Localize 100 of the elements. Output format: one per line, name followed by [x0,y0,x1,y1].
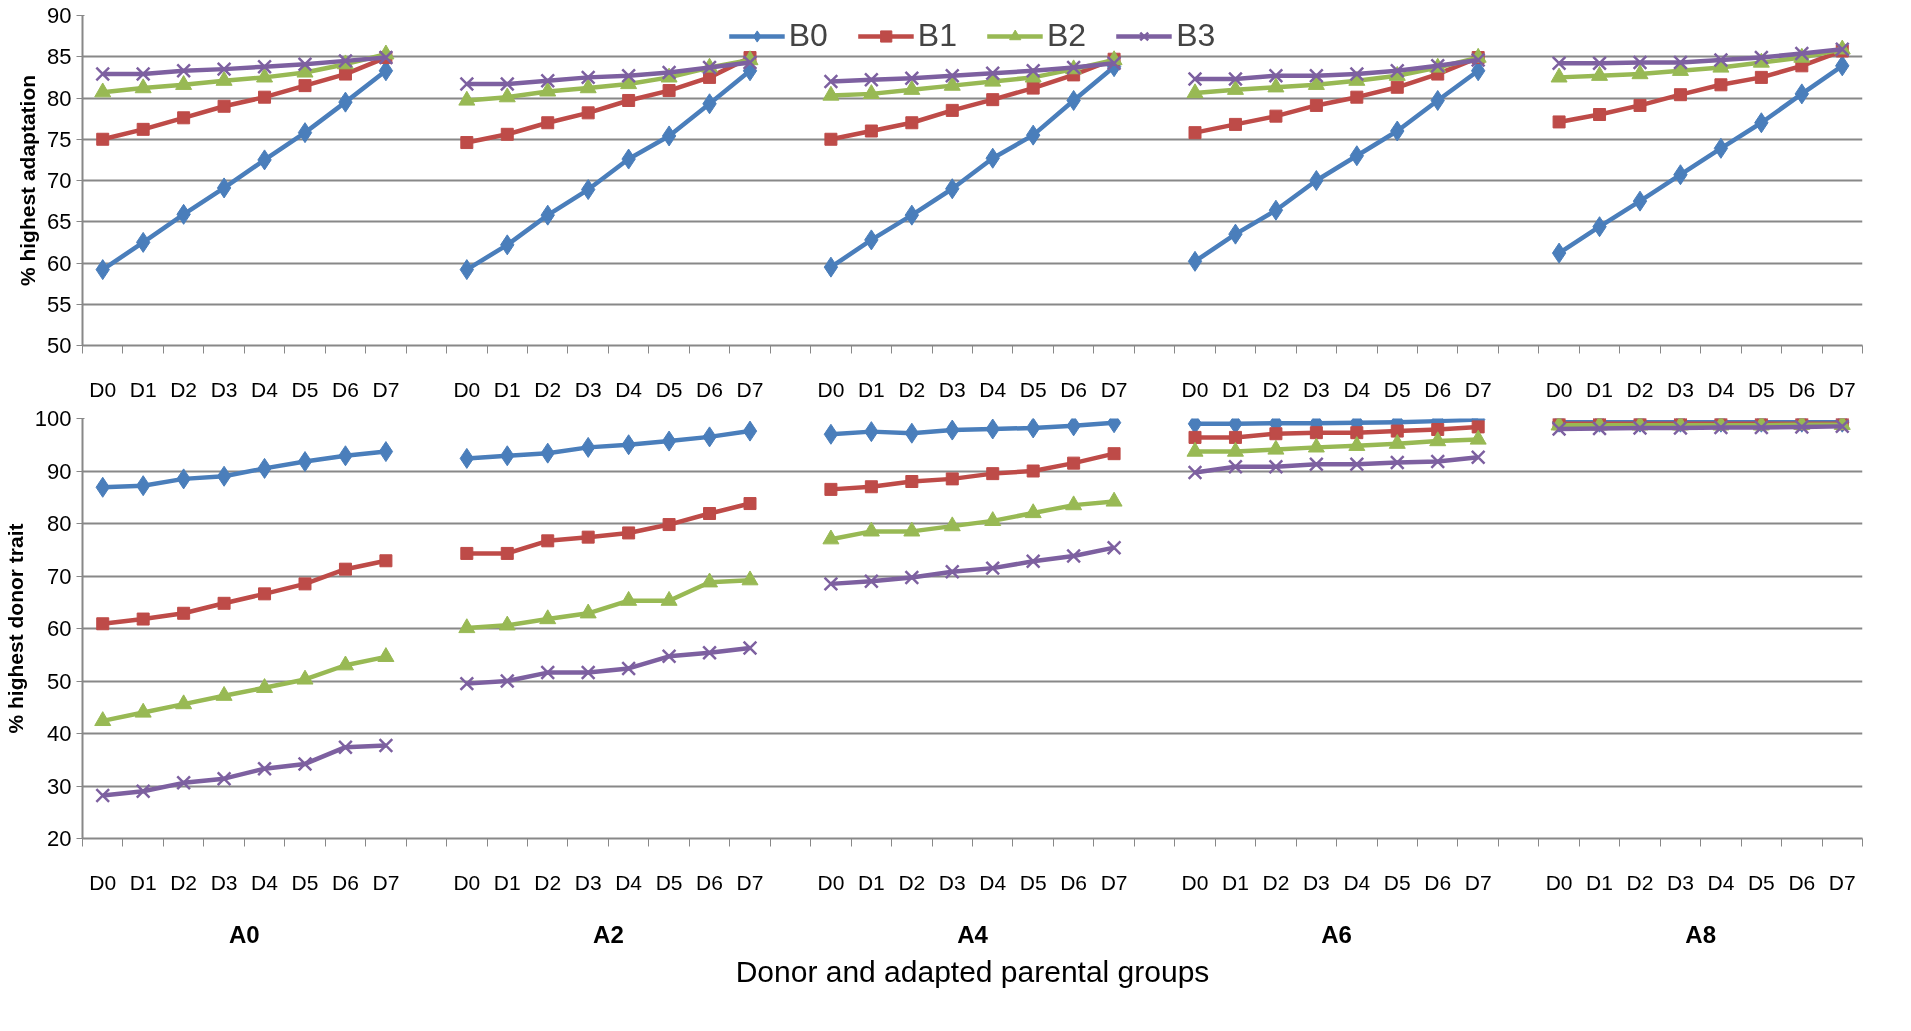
text: A6 [1321,920,1352,948]
x-tick-label: D1 [1586,377,1613,401]
x-tick-label: D4 [1343,870,1371,894]
x-tick-label: D0 [1545,377,1573,401]
x-tick-label: D4 [615,870,643,894]
y-tick-label: 55 [47,291,72,317]
y-axis-title: % highest adaptation [16,74,40,287]
legend-label: B1 [917,17,957,54]
x-tick-label: D0 [1181,870,1209,894]
x-tick-label: D3 [1302,870,1330,894]
x-tick-label: D4 [979,870,1007,894]
x-tick-label: D3 [1667,377,1694,401]
x-tick-label: D0 [817,377,845,401]
x-tick-label: D7 [1464,870,1492,894]
y-tick-label: 60 [47,250,72,276]
x-tick-label: D5 [1747,377,1775,401]
y-tick-label: 80 [47,511,72,536]
x-tick-label: D2 [534,870,562,894]
y-axis-title: % highest donor trait [3,523,27,734]
x-tick-label: D1 [129,870,157,894]
x-tick-label: D2 [898,870,926,894]
x-tick-label: D4 [251,870,279,894]
x-tick-label: D2 [170,870,198,894]
x-tick-label: D1 [1222,870,1249,894]
x-tick-label: D3 [210,870,238,894]
x-tick-label: D4 [1707,870,1735,894]
x-tick-label: D6 [332,870,359,894]
x-tick-label: D7 [1100,870,1128,894]
x-tick-label: D7 [736,870,764,894]
y-tick-label: 50 [47,668,72,694]
x-tick-label: D7 [1464,377,1492,401]
x-tick-label: D7 [1100,377,1128,401]
x-tick-label: D3 [938,377,966,401]
x-tick-label: D0 [1181,377,1209,401]
legend-label: B2 [1047,17,1087,54]
x-tick-label: D3 [1302,377,1330,401]
x-tick-label: D5 [1383,870,1411,894]
x-tick-label: D0 [453,870,481,894]
x-tick-label: D5 [1019,377,1047,401]
x-tick-label: D3 [1667,870,1694,894]
x-tick-label: D7 [736,377,764,401]
x-tick-label: D3 [210,377,238,401]
x-tick-label: D2 [898,377,926,401]
x-tick-label: D5 [655,377,683,401]
text: A0 [228,920,260,948]
x-tick-label: D2 [534,377,562,401]
x-tick-label: D1 [1222,377,1249,401]
y-tick-label: 65 [47,209,72,235]
x-tick-label: D6 [696,870,723,894]
x-tick-label: D1 [493,870,521,894]
x-tick-label: D2 [1626,870,1654,894]
x-tick-label: D4 [251,377,279,401]
x-tick-label: D6 [1060,377,1088,401]
x-tick-label: D2 [170,377,198,401]
y-tick-label: 40 [47,721,72,746]
x-tick-label: D1 [857,377,885,401]
text: A4 [957,920,989,948]
x-tick-label: D6 [1424,870,1452,894]
x-tick-label: D4 [1707,377,1735,401]
text: A2 [593,920,624,948]
x-tick-label: D0 [89,377,117,401]
x-tick-label: D4 [615,377,643,401]
y-tick-label: 85 [47,44,72,70]
x-tick-label: D3 [938,870,966,894]
y-tick-label: 75 [47,126,72,152]
x-tick-label: D6 [1424,377,1452,401]
x-tick-label: D4 [1343,377,1371,401]
y-tick-label: 60 [47,616,72,641]
x-tick-label: D5 [291,377,319,401]
x-tick-label: D2 [1262,377,1290,401]
x-tick-label: D1 [1586,870,1613,894]
x-tick-label: D7 [372,377,400,401]
x-tick-label: D5 [655,870,683,894]
x-tick-label: D6 [1788,377,1816,401]
x-tick-label: D6 [1060,870,1088,894]
x-tick-label: D5 [291,870,319,894]
x-tick-label: D7 [1828,870,1856,894]
x-axis-title: Donor and adapted parental groups [735,954,1210,988]
x-tick-label: D6 [1788,870,1816,894]
x-tick-label: D1 [129,377,157,401]
x-tick-label: D1 [857,870,885,894]
x-tick-label: D4 [979,377,1007,401]
y-tick-label: 90 [47,3,72,28]
x-tick-label: D7 [1828,377,1856,401]
x-tick-label: D5 [1383,377,1411,401]
x-tick-label: D1 [493,377,521,401]
y-tick-label: 70 [47,563,72,589]
legend-label: B3 [1176,17,1216,54]
x-tick-label: D6 [696,377,723,401]
y-tick-label: 70 [47,168,72,193]
x-tick-label: D0 [1545,870,1573,894]
x-tick-label: D2 [1262,870,1290,894]
text: A8 [1685,920,1717,948]
y-tick-label: 80 [47,85,72,111]
y-tick-label: 20 [47,826,72,851]
y-tick-label: 100 [34,406,72,431]
legend-label: B0 [788,17,828,54]
x-tick-label: D2 [1626,377,1654,401]
x-tick-label: D0 [89,870,117,894]
x-tick-label: D5 [1747,870,1775,894]
